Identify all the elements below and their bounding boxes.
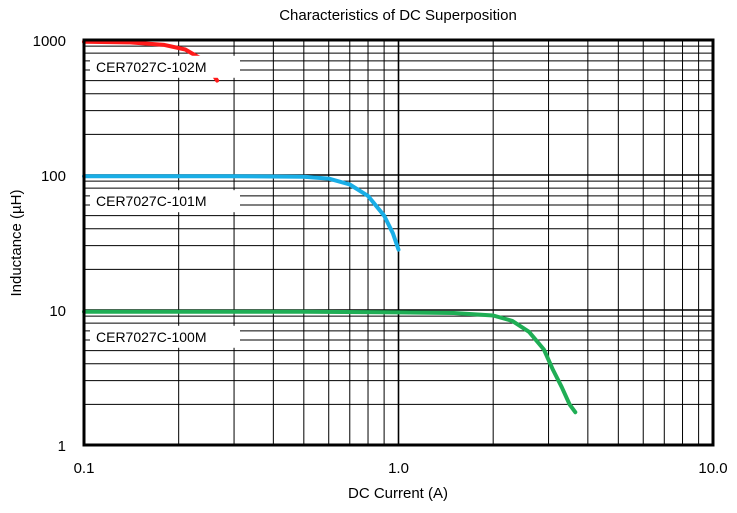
y-tick-label: 10 [49, 303, 66, 320]
grid [84, 40, 713, 445]
series-label-text: CER7027C-101M [96, 193, 207, 209]
x-tick-label: 0.1 [74, 460, 95, 477]
series-labels: CER7027C-102M CER7027C-101M CER7027C-100M [90, 55, 240, 348]
series-line [82, 174, 401, 252]
tick-labels: 0.1 1.0 10.0 1 10 100 1000 [33, 33, 728, 477]
y-tick-label: 1000 [33, 33, 66, 50]
y-axis-label: Inductance (µH) [8, 189, 25, 296]
series-layer [82, 39, 578, 415]
series-label: CER7027C-102M [90, 55, 240, 78]
y-tick-label: 100 [41, 168, 66, 185]
plot-frame [82, 38, 715, 447]
series-label: CER7027C-101M [90, 190, 240, 213]
series-label-text: CER7027C-100M [96, 329, 207, 345]
series-label-box [90, 325, 240, 348]
series-label-box [90, 55, 240, 78]
chart-title: Characteristics of DC Superposition [279, 7, 517, 24]
y-tick-label: 1 [58, 438, 66, 455]
series-line [82, 309, 578, 415]
x-axis-label: DC Current (A) [348, 485, 448, 502]
x-tick-label: 1.0 [388, 460, 409, 477]
series-label: CER7027C-100M [90, 325, 240, 348]
series-label-box [90, 190, 240, 213]
x-tick-label: 10.0 [698, 460, 727, 477]
series-label-text: CER7027C-102M [96, 59, 207, 75]
